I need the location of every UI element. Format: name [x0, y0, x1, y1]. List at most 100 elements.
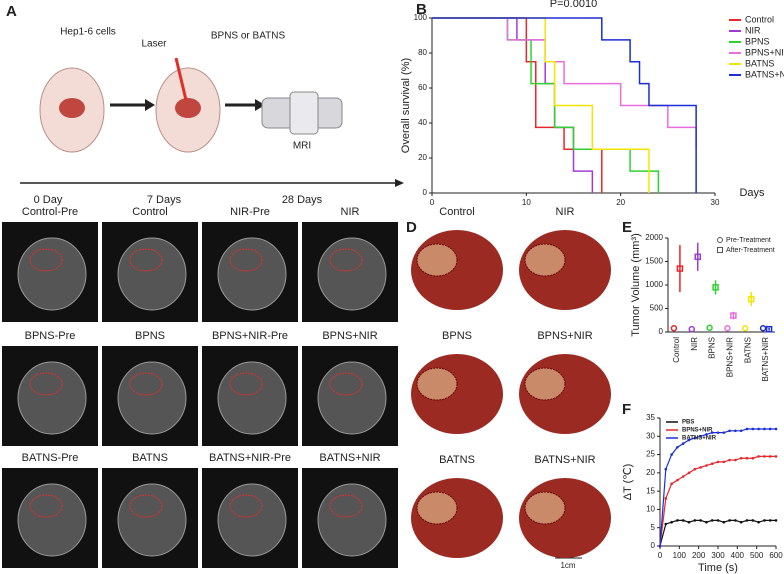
- point: [716, 431, 720, 434]
- point: [706, 324, 713, 332]
- x-tick-label: BATNS+NIR: [761, 337, 770, 382]
- legend-label: BATNS+NIR: [745, 69, 784, 79]
- point: [681, 442, 685, 445]
- point: [705, 433, 708, 436]
- legend-label: Pre-Treatment: [726, 237, 771, 244]
- point: [687, 471, 691, 475]
- point: [745, 456, 749, 460]
- tumor-outline: [129, 248, 163, 272]
- liver-label: NIR: [556, 206, 575, 218]
- point: [676, 478, 679, 482]
- y-tick-label: 80: [418, 48, 427, 57]
- point: [757, 455, 760, 458]
- x-tick-label: 30: [711, 198, 720, 207]
- point: [670, 453, 673, 456]
- mri-label: Control: [132, 206, 167, 218]
- point: [699, 519, 702, 522]
- x-tick-label: NIR: [690, 337, 699, 351]
- laser-label: Laser: [141, 39, 167, 50]
- legend-label: BPNS: [745, 36, 770, 46]
- timeline-label: 7 Days: [147, 194, 182, 206]
- liver-label: BATNS: [439, 454, 475, 466]
- liver-label: Control: [439, 206, 474, 218]
- point: [664, 497, 668, 500]
- x-tick-label: 20: [616, 198, 625, 207]
- mri-label: BPNS+NIR-Pre: [212, 330, 288, 342]
- timeline-label: 28 Days: [282, 194, 323, 206]
- tumor-outline: [329, 248, 363, 272]
- panel-label: E: [622, 219, 632, 236]
- mri-label: BPNS: [135, 330, 165, 342]
- legend-label: BPNS+NIR: [682, 428, 713, 434]
- point: [745, 427, 749, 431]
- point: [739, 429, 743, 433]
- point: [676, 265, 684, 272]
- point: [751, 427, 755, 431]
- point: [739, 456, 743, 460]
- mri-label: BATNS: [132, 452, 168, 464]
- point: [739, 520, 743, 524]
- y-tick-label: 15: [646, 486, 655, 495]
- point: [676, 445, 679, 449]
- x-tick-label: 300: [711, 551, 725, 560]
- point: [722, 460, 726, 464]
- legend-label: BATNS: [745, 58, 774, 68]
- point: [699, 434, 702, 438]
- point: [710, 431, 714, 434]
- mri-label: NIR-Pre: [230, 206, 270, 218]
- y-tick-label: 5: [651, 523, 656, 532]
- mri-slice: [17, 237, 87, 311]
- tumor-outline: [29, 372, 63, 396]
- agent-label: BPNS or BATNS: [211, 31, 286, 42]
- mri-slice: [117, 483, 187, 557]
- point: [722, 520, 726, 524]
- tumor-outline: [329, 372, 363, 396]
- point: [765, 325, 773, 333]
- point: [774, 455, 778, 458]
- mri-slice: [217, 237, 287, 311]
- legend-marker: [717, 237, 723, 243]
- point: [699, 466, 702, 469]
- point: [730, 312, 737, 319]
- tumor-outline: [129, 494, 163, 518]
- point: [757, 427, 760, 431]
- point: [748, 295, 755, 303]
- point: [688, 325, 695, 333]
- panel-label: B: [416, 1, 427, 18]
- mri-label: BPNS-Pre: [25, 330, 76, 342]
- point: [724, 324, 731, 332]
- liver-label: BATNS+NIR: [534, 454, 595, 466]
- liver-label: BPNS+NIR: [537, 330, 592, 342]
- y-tick-label: 500: [650, 304, 664, 313]
- point: [734, 429, 737, 433]
- mri-slice: [117, 237, 187, 311]
- y-axis-label: ΔT (℃): [622, 464, 634, 501]
- point: [694, 253, 701, 261]
- point: [768, 519, 772, 522]
- point: [728, 429, 731, 433]
- point: [757, 520, 760, 524]
- tumor-outline: [229, 372, 263, 396]
- point: [664, 467, 668, 471]
- survival-curve: [432, 17, 650, 193]
- y-axis-label: Overall survival (%): [400, 58, 412, 153]
- point: [763, 427, 766, 431]
- y-tick-label: 20: [418, 153, 427, 162]
- point: [728, 519, 731, 522]
- point: [759, 324, 767, 332]
- point: [693, 467, 697, 471]
- survival-curve: [432, 17, 697, 150]
- legend-label: BATNS+NIR: [682, 436, 717, 442]
- mri-slice: [17, 361, 87, 435]
- annotation: P=0.0010: [550, 0, 597, 10]
- tumor-outline: [524, 491, 566, 525]
- y-tick-label: 25: [646, 450, 655, 459]
- y-tick-label: 2000: [645, 233, 663, 242]
- panel-label: D: [406, 219, 417, 236]
- panel-label: F: [622, 401, 631, 418]
- panel-label: A: [6, 3, 17, 20]
- y-axis-label: Tumor Volume (mm³): [630, 233, 642, 337]
- point: [670, 520, 673, 524]
- point: [763, 455, 766, 458]
